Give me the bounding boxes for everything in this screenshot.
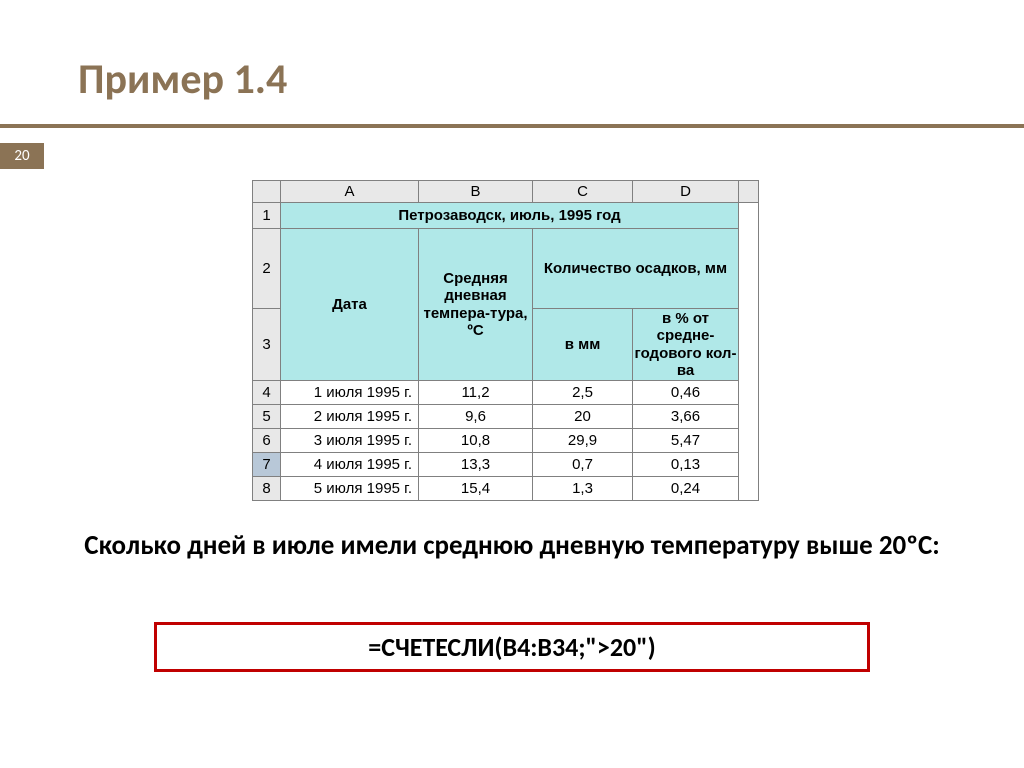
cell-temp: 11,2 <box>419 381 533 405</box>
cell-mm: 1,3 <box>533 477 633 501</box>
col-header-a: A <box>281 181 419 203</box>
cell-pct: 0,24 <box>633 477 739 501</box>
cell-date: 1 июля 1995 г. <box>281 381 419 405</box>
cell-pct: 0,46 <box>633 381 739 405</box>
table-row: 7 4 июля 1995 г. 13,3 0,7 0,13 <box>253 453 759 477</box>
col-header-d: D <box>633 181 739 203</box>
header-date: Дата <box>281 229 419 381</box>
table-row: 8 5 июля 1995 г. 15,4 1,3 0,24 <box>253 477 759 501</box>
header-precip-group: Количество осадков, мм <box>533 229 739 309</box>
header-temp: Средняя дневная темпера-тура, ºС <box>419 229 533 381</box>
cell-date: 4 июля 1995 г. <box>281 453 419 477</box>
table-row: 4 1 июля 1995 г. 11,2 2,5 0,46 <box>253 381 759 405</box>
cell-temp: 9,6 <box>419 405 533 429</box>
header-precip-mm: в мм <box>533 309 633 381</box>
cell-mm: 29,9 <box>533 429 633 453</box>
corner-cell <box>253 181 281 203</box>
formula-text: =СЧЕТЕСЛИ(B4:B34;">20") <box>368 631 655 663</box>
row-header: 4 <box>253 381 281 405</box>
cell-temp: 13,3 <box>419 453 533 477</box>
cell-pct: 5,47 <box>633 429 739 453</box>
table-title-cell: Петрозаводск, июль, 1995 год <box>281 203 739 229</box>
table-row: 1 Петрозаводск, июль, 1995 год <box>253 203 759 229</box>
cell-pct: 3,66 <box>633 405 739 429</box>
row-header: 5 <box>253 405 281 429</box>
accent-bar <box>0 124 1024 128</box>
row-header: 3 <box>253 309 281 381</box>
row-header: 1 <box>253 203 281 229</box>
row-header: 2 <box>253 229 281 309</box>
formula-box: =СЧЕТЕСЛИ(B4:B34;">20") <box>154 622 870 672</box>
cell-date: 5 июля 1995 г. <box>281 477 419 501</box>
table-row: 6 3 июля 1995 г. 10,8 29,9 5,47 <box>253 429 759 453</box>
cell-date: 2 июля 1995 г. <box>281 405 419 429</box>
col-header-extra <box>739 181 759 203</box>
page-number-badge: 20 <box>0 143 44 169</box>
extra-col <box>739 203 759 501</box>
cell-mm: 20 <box>533 405 633 429</box>
row-header-selected: 7 <box>253 453 281 477</box>
cell-mm: 2,5 <box>533 381 633 405</box>
cell-temp: 15,4 <box>419 477 533 501</box>
header-precip-pct: в % от средне-годового кол-ва <box>633 309 739 381</box>
table-row: 5 2 июля 1995 г. 9,6 20 3,66 <box>253 405 759 429</box>
row-header: 6 <box>253 429 281 453</box>
row-header: 8 <box>253 477 281 501</box>
table-row: 2 Дата Средняя дневная темпера-тура, ºС … <box>253 229 759 309</box>
col-header-c: C <box>533 181 633 203</box>
question-text: Сколько дней в июле имели среднюю дневну… <box>0 528 1024 563</box>
col-header-b: B <box>419 181 533 203</box>
cell-pct: 0,13 <box>633 453 739 477</box>
column-header-row: A B C D <box>253 181 759 203</box>
cell-temp: 10,8 <box>419 429 533 453</box>
spreadsheet-table: A B C D 1 Петрозаводск, июль, 1995 год 2… <box>252 180 759 501</box>
cell-mm: 0,7 <box>533 453 633 477</box>
slide-title: Пример 1.4 <box>78 54 287 105</box>
cell-date: 3 июля 1995 г. <box>281 429 419 453</box>
